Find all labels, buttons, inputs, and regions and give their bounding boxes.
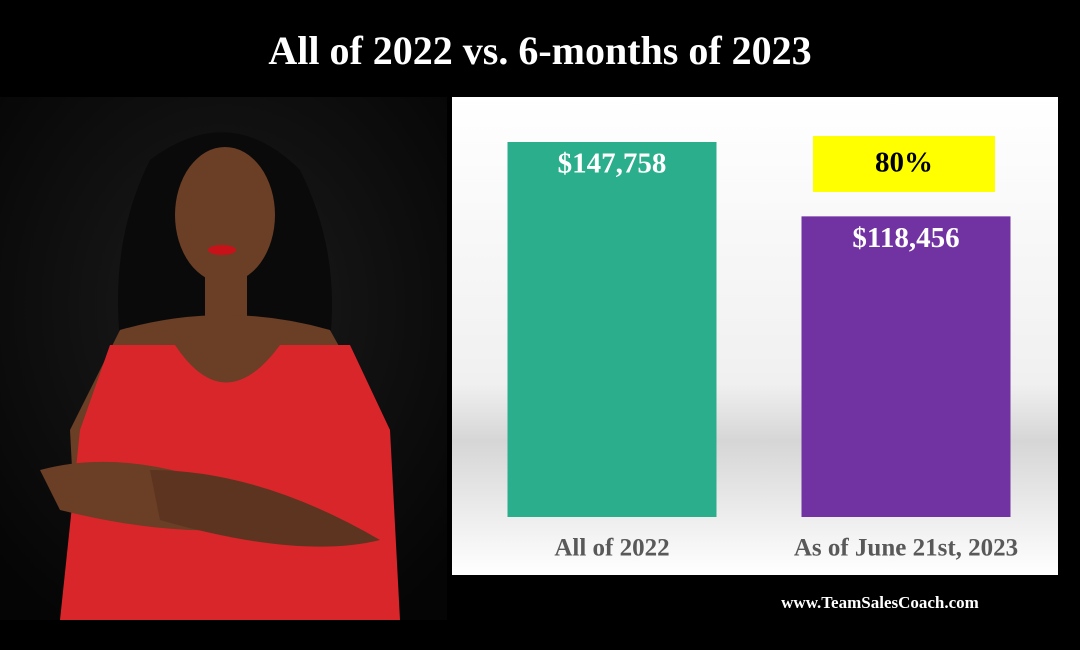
annotation-box: [813, 136, 995, 192]
chart-title: All of 2022 vs. 6-months of 2023: [268, 28, 811, 73]
footer: www.TeamSalesCoach.com: [781, 593, 979, 612]
photo: [0, 97, 447, 620]
bar: [801, 216, 1011, 518]
plot-area: $147,758 All of 2022 $118,456 As of June 21…: [507, 142, 1018, 562]
value-label: $118,456: [852, 222, 959, 254]
bar: [507, 142, 717, 517]
x-tick-label: All of 2022: [554, 535, 669, 562]
annotation: 80%: [875, 147, 933, 179]
x-tick-label: As of June 21st, 2023: [794, 535, 1018, 562]
value-label: $147,758: [558, 148, 667, 180]
